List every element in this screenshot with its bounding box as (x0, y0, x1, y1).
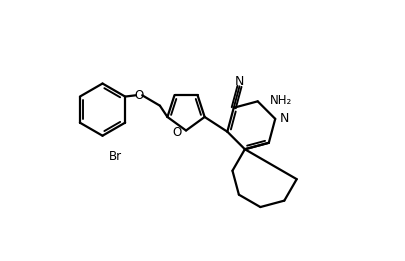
Text: N: N (234, 75, 244, 88)
Text: O: O (172, 126, 181, 139)
Text: O: O (134, 89, 143, 102)
Text: N: N (279, 112, 289, 125)
Text: NH₂: NH₂ (270, 93, 292, 106)
Text: Br: Br (109, 150, 122, 163)
